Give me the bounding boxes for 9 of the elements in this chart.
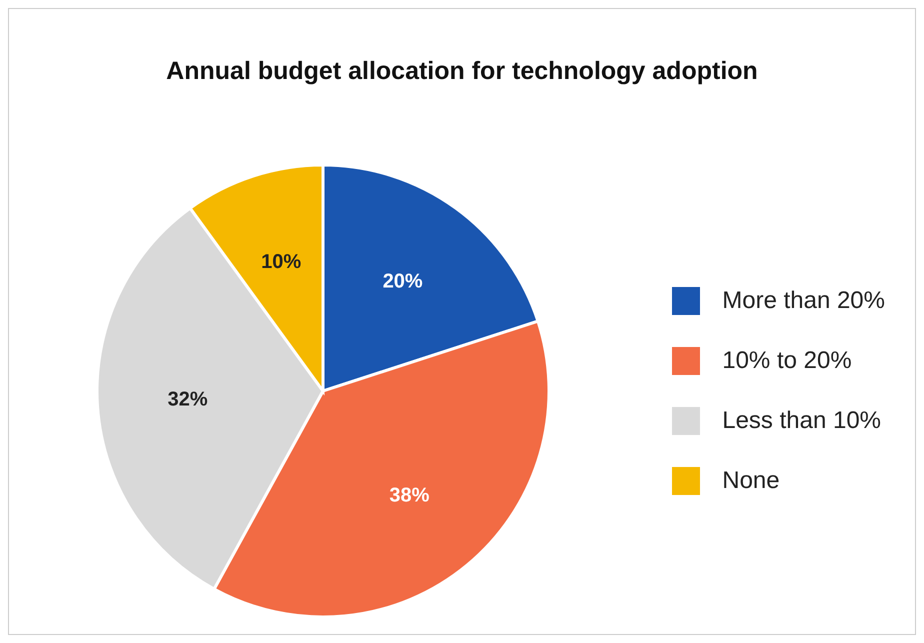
legend-label: More than 20% [722,287,885,315]
chart-title: Annual budget allocation for technology adoption [165,57,759,86]
legend-label: Less than 10% [722,407,882,435]
data-label: 10% [261,251,302,274]
data-label: 38% [389,484,430,506]
legend-label: 10% to 20% [722,347,852,375]
data-label: 32% [168,388,208,411]
data-label: 20% [382,270,423,292]
legend-label: None [722,467,780,495]
